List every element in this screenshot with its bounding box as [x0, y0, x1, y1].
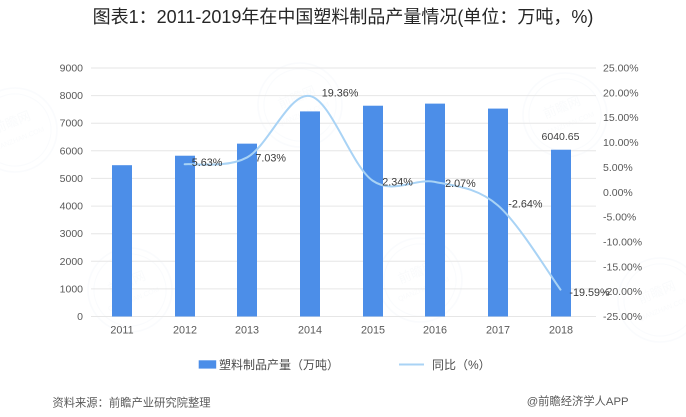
- svg-text:-19.59%: -19.59%: [569, 287, 610, 299]
- svg-text:-5.00%: -5.00%: [603, 212, 636, 224]
- svg-text:2012: 2012: [173, 325, 197, 337]
- svg-text:15.00%: 15.00%: [603, 112, 639, 124]
- svg-text:2011: 2011: [110, 325, 133, 337]
- svg-text:2.34%: 2.34%: [382, 176, 413, 188]
- svg-text:1000: 1000: [60, 283, 84, 295]
- svg-text:19.36%: 19.36%: [322, 88, 359, 100]
- svg-text:2.07%: 2.07%: [445, 178, 476, 190]
- svg-text:2017: 2017: [486, 325, 510, 337]
- svg-text:图表1：2011-2019年在中国塑料制品产量情况(单位：万: 图表1：2011-2019年在中国塑料制品产量情况(单位：万吨，%): [93, 7, 594, 27]
- svg-text:-10.00%: -10.00%: [603, 236, 642, 248]
- svg-text:6000: 6000: [60, 145, 84, 157]
- svg-text:9000: 9000: [60, 63, 84, 75]
- svg-text:5.00%: 5.00%: [603, 162, 633, 174]
- svg-text:2014: 2014: [298, 325, 322, 337]
- svg-text:2018: 2018: [549, 325, 573, 337]
- svg-text:10.00%: 10.00%: [603, 137, 639, 149]
- svg-text:5.63%: 5.63%: [192, 157, 223, 169]
- svg-text:-15.00%: -15.00%: [603, 261, 642, 273]
- svg-text:20.00%: 20.00%: [603, 87, 639, 99]
- svg-text:6040.65: 6040.65: [542, 131, 580, 143]
- svg-text:-2.64%: -2.64%: [508, 198, 543, 210]
- svg-text:同比（%）: 同比（%）: [432, 358, 491, 372]
- svg-text:4000: 4000: [60, 201, 84, 213]
- svg-text:0: 0: [77, 311, 83, 323]
- svg-text:2000: 2000: [60, 256, 84, 268]
- svg-text:7.03%: 7.03%: [255, 152, 286, 164]
- svg-text:25.00%: 25.00%: [603, 63, 639, 75]
- svg-text:0.00%: 0.00%: [603, 187, 633, 199]
- svg-text:2013: 2013: [235, 325, 259, 337]
- svg-text:3000: 3000: [60, 228, 84, 240]
- svg-text:2015: 2015: [361, 325, 385, 337]
- svg-text:5000: 5000: [60, 173, 84, 185]
- svg-text:塑料制品产量（万吨）: 塑料制品产量（万吨）: [219, 357, 339, 372]
- svg-text:2016: 2016: [423, 325, 447, 337]
- svg-text:资料来源：前瞻产业研究院整理: 资料来源：前瞻产业研究院整理: [52, 396, 210, 410]
- svg-text:-25.00%: -25.00%: [603, 311, 642, 323]
- svg-text:7000: 7000: [60, 118, 84, 130]
- svg-text:8000: 8000: [60, 90, 84, 102]
- svg-text:@前瞻经济学人APP: @前瞻经济学人APP: [527, 394, 629, 408]
